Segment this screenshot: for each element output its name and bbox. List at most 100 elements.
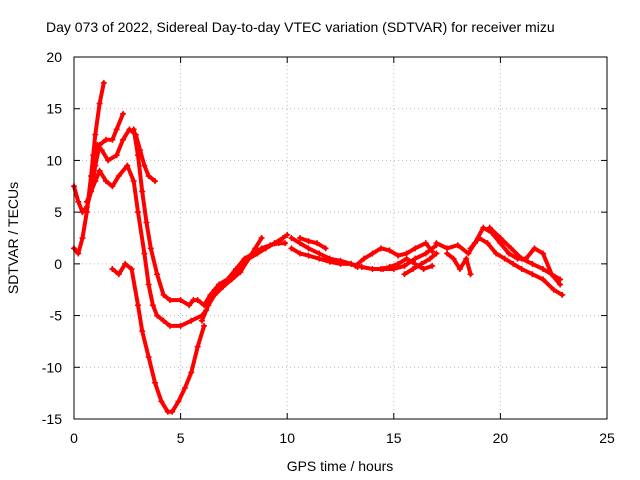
data-point bbox=[282, 240, 289, 247]
data-point bbox=[501, 255, 508, 262]
data-point bbox=[181, 384, 188, 391]
data-point bbox=[258, 235, 265, 241]
series-14 bbox=[401, 250, 440, 278]
data-point bbox=[531, 245, 538, 252]
data-point bbox=[316, 255, 323, 262]
data-point bbox=[401, 271, 408, 278]
data-point bbox=[96, 100, 103, 107]
data-point bbox=[463, 255, 470, 262]
data-point bbox=[305, 252, 312, 259]
data-point bbox=[96, 167, 103, 174]
data-point bbox=[194, 297, 201, 304]
data-point bbox=[130, 178, 137, 185]
data-point bbox=[557, 276, 564, 283]
data-point bbox=[508, 245, 515, 252]
data-point bbox=[395, 260, 402, 267]
data-point bbox=[188, 317, 195, 324]
data-point bbox=[262, 245, 269, 252]
data-point bbox=[418, 260, 425, 267]
series-17 bbox=[471, 224, 564, 288]
data-point bbox=[124, 162, 131, 169]
y-tick-label: 5 bbox=[54, 204, 62, 220]
series-6 bbox=[109, 260, 208, 415]
x-tick-label: 5 bbox=[177, 430, 185, 446]
data-point bbox=[79, 209, 86, 216]
data-point bbox=[429, 262, 436, 269]
series-5 bbox=[130, 126, 289, 309]
data-point bbox=[352, 262, 359, 269]
data-point bbox=[429, 248, 436, 255]
data-point bbox=[102, 178, 109, 185]
data-point bbox=[433, 240, 440, 247]
data-point bbox=[120, 136, 127, 143]
data-point bbox=[420, 266, 427, 273]
series-line bbox=[298, 236, 328, 251]
data-point bbox=[337, 260, 344, 267]
data-point bbox=[79, 235, 86, 241]
data-point bbox=[518, 266, 525, 273]
x-tick-label: 15 bbox=[386, 430, 402, 446]
data-point bbox=[205, 302, 212, 309]
series-1 bbox=[71, 79, 107, 257]
series-line bbox=[353, 241, 435, 268]
data-point bbox=[284, 231, 291, 238]
data-point bbox=[211, 291, 218, 298]
data-point bbox=[409, 266, 416, 273]
data-point bbox=[154, 312, 161, 319]
data-point bbox=[540, 266, 547, 273]
series-8 bbox=[198, 235, 265, 324]
data-point bbox=[188, 369, 195, 376]
series-13 bbox=[378, 255, 436, 273]
grid bbox=[74, 57, 607, 419]
data-point bbox=[540, 276, 547, 283]
data-point bbox=[139, 188, 146, 195]
data-point bbox=[386, 247, 393, 254]
data-point bbox=[130, 126, 137, 133]
data-point bbox=[497, 235, 504, 241]
data-point bbox=[444, 245, 451, 252]
data-point bbox=[237, 269, 244, 276]
x-tick-label: 20 bbox=[493, 430, 509, 446]
data-point bbox=[403, 255, 410, 262]
data-point bbox=[467, 245, 474, 252]
data-point bbox=[186, 302, 193, 309]
series-4 bbox=[90, 126, 159, 185]
data-point bbox=[450, 255, 457, 262]
data-point bbox=[529, 260, 536, 267]
data-point bbox=[288, 245, 295, 252]
data-point bbox=[92, 131, 99, 138]
data-point bbox=[115, 271, 122, 278]
series-16 bbox=[444, 250, 474, 278]
data-point bbox=[254, 250, 261, 257]
data-point bbox=[493, 250, 500, 257]
data-point bbox=[412, 255, 419, 262]
data-point bbox=[422, 250, 429, 257]
data-point bbox=[296, 250, 303, 257]
data-point bbox=[288, 235, 295, 241]
series-10 bbox=[288, 245, 361, 270]
y-tick-label: 10 bbox=[46, 152, 62, 168]
data-point bbox=[484, 240, 491, 247]
data-point bbox=[348, 260, 355, 267]
data-point bbox=[134, 209, 141, 216]
data-point bbox=[548, 271, 555, 278]
series-19 bbox=[486, 224, 564, 283]
data-point bbox=[102, 136, 109, 143]
data-point bbox=[316, 250, 323, 257]
data-point bbox=[139, 328, 146, 335]
data-point bbox=[529, 271, 536, 278]
data-point bbox=[378, 266, 385, 273]
data-point bbox=[444, 250, 451, 257]
data-point bbox=[109, 183, 116, 190]
data-point bbox=[92, 162, 99, 169]
data-point bbox=[105, 157, 112, 164]
series-12 bbox=[352, 240, 436, 269]
data-point bbox=[98, 147, 105, 154]
data-point bbox=[326, 258, 333, 265]
data-point bbox=[369, 250, 376, 257]
data-point bbox=[360, 255, 367, 262]
data-point bbox=[296, 240, 303, 247]
data-point bbox=[145, 172, 152, 179]
data-point bbox=[245, 255, 252, 262]
